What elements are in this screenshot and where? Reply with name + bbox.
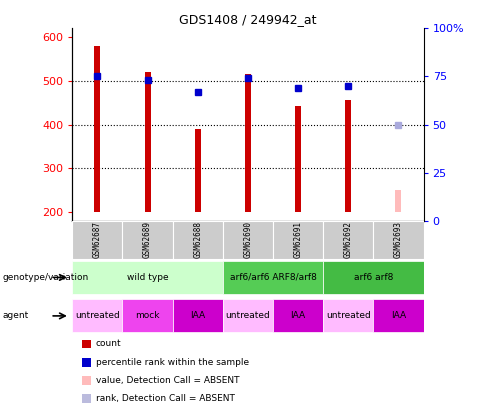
Bar xyxy=(295,106,301,212)
Text: wild type: wild type xyxy=(127,273,168,282)
Bar xyxy=(373,221,424,259)
Bar xyxy=(195,129,201,212)
Bar xyxy=(72,221,122,259)
Text: genotype/variation: genotype/variation xyxy=(2,273,89,282)
Bar xyxy=(122,221,173,259)
Text: agent: agent xyxy=(2,311,29,320)
Text: GSM62687: GSM62687 xyxy=(93,222,102,258)
Text: GSM62688: GSM62688 xyxy=(193,222,202,258)
Text: value, Detection Call = ABSENT: value, Detection Call = ABSENT xyxy=(96,376,239,385)
Text: GSM62690: GSM62690 xyxy=(244,222,252,258)
Text: arf6/arf6 ARF8/arf8: arf6/arf6 ARF8/arf8 xyxy=(229,273,316,282)
Bar xyxy=(395,190,402,212)
Bar xyxy=(122,300,173,332)
Bar xyxy=(273,300,323,332)
Text: GSM62692: GSM62692 xyxy=(344,222,353,258)
Text: mock: mock xyxy=(135,311,160,320)
Bar xyxy=(144,72,150,212)
Bar xyxy=(94,46,101,212)
Text: untreated: untreated xyxy=(225,311,270,320)
Bar xyxy=(346,100,351,212)
Text: untreated: untreated xyxy=(326,311,371,320)
Bar xyxy=(72,261,223,294)
Bar xyxy=(323,300,373,332)
Bar xyxy=(72,300,122,332)
Text: IAA: IAA xyxy=(391,311,406,320)
Text: IAA: IAA xyxy=(190,311,205,320)
Text: GSM62693: GSM62693 xyxy=(394,222,403,258)
Bar xyxy=(323,261,424,294)
Title: GDS1408 / 249942_at: GDS1408 / 249942_at xyxy=(179,13,317,26)
Text: percentile rank within the sample: percentile rank within the sample xyxy=(96,358,249,367)
Bar xyxy=(173,300,223,332)
Bar xyxy=(223,300,273,332)
Text: GSM62691: GSM62691 xyxy=(294,222,303,258)
Text: arf6 arf8: arf6 arf8 xyxy=(354,273,393,282)
Bar xyxy=(223,261,323,294)
Bar xyxy=(173,221,223,259)
Text: untreated: untreated xyxy=(75,311,120,320)
Bar xyxy=(323,221,373,259)
Bar xyxy=(273,221,323,259)
Text: GSM62689: GSM62689 xyxy=(143,222,152,258)
Bar xyxy=(223,221,273,259)
Text: IAA: IAA xyxy=(290,311,305,320)
Text: rank, Detection Call = ABSENT: rank, Detection Call = ABSENT xyxy=(96,394,235,403)
Text: count: count xyxy=(96,339,122,348)
Bar xyxy=(245,74,251,212)
Bar xyxy=(373,300,424,332)
